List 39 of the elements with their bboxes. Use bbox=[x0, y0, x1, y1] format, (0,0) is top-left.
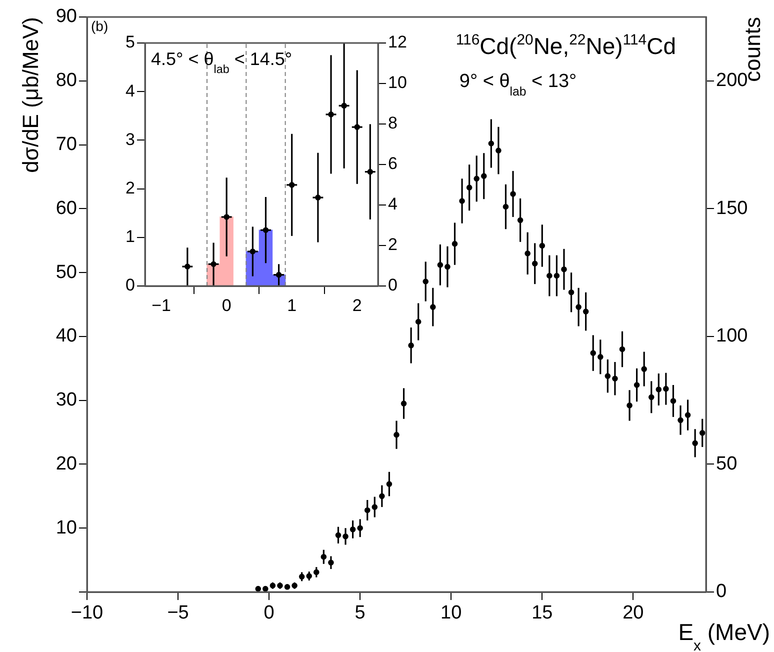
x-tick-label: 0 bbox=[222, 296, 232, 315]
y2-tick-label: 4 bbox=[388, 194, 398, 214]
x-tick-label: 1 bbox=[287, 296, 297, 315]
y2-tick-label: 0 bbox=[716, 581, 727, 602]
x-tick-label: 5 bbox=[354, 602, 366, 624]
y2-tick-label: 0 bbox=[388, 276, 398, 295]
y-tick-label: 80 bbox=[56, 70, 77, 92]
y-tick-label: 90 bbox=[56, 6, 77, 28]
y-tick-label: 5 bbox=[126, 32, 135, 52]
x-tick-label: 10 bbox=[440, 602, 462, 624]
x-tick-label: −10 bbox=[70, 602, 104, 624]
y2-tick-label: 2 bbox=[388, 235, 398, 254]
x-tick-label: 0 bbox=[264, 602, 274, 624]
y-tick-label: 30 bbox=[56, 390, 77, 411]
y-tick-label: 70 bbox=[56, 134, 77, 156]
x-tick-label: 20 bbox=[622, 602, 644, 624]
y-tick-label: 3 bbox=[126, 130, 135, 149]
y-axis-title: dσ/dE (μb/MeV) bbox=[18, 17, 43, 173]
y-tick-label: 4 bbox=[126, 81, 135, 100]
x-tick-label: −5 bbox=[167, 602, 189, 624]
y2-tick-label: 50 bbox=[716, 453, 738, 474]
x-tick-label: −1 bbox=[152, 296, 172, 315]
y-tick-label: 0 bbox=[126, 276, 135, 295]
y-tick-label: 20 bbox=[56, 453, 77, 474]
annotation: (b) bbox=[91, 18, 108, 34]
y2-tick-label: 10 bbox=[388, 73, 407, 92]
y-tick-label: 40 bbox=[56, 326, 77, 347]
y2-tick-label: 8 bbox=[388, 114, 398, 133]
y2-tick-label: 150 bbox=[716, 198, 748, 219]
y2-tick-label: 12 bbox=[388, 32, 407, 52]
x-tick-label: 15 bbox=[532, 602, 553, 624]
y2-tick-label: 6 bbox=[388, 154, 398, 174]
y-tick-label: 10 bbox=[56, 517, 77, 538]
y-tick-label: 1 bbox=[126, 227, 135, 246]
y2-tick-label: 100 bbox=[716, 326, 748, 347]
y-tick-label: 50 bbox=[56, 262, 77, 283]
y-tick-label: 60 bbox=[56, 198, 77, 219]
y-tick-label: 2 bbox=[126, 178, 135, 198]
x-tick-label: 2 bbox=[352, 296, 362, 315]
